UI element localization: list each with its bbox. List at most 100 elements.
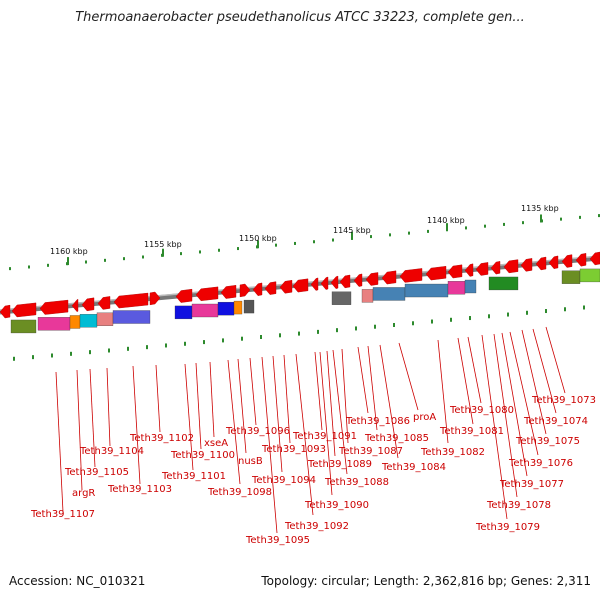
gene-label: Teth39_1080: [449, 405, 514, 416]
tick-dot: [199, 250, 201, 254]
gc-dot: [507, 312, 509, 317]
gc-dot: [32, 355, 34, 360]
tick-dot: [275, 243, 277, 247]
gene-label: nusB: [238, 456, 263, 467]
gene-label: proA: [413, 412, 436, 423]
kbp-label: 1135 kbp: [521, 204, 559, 213]
label-line: [501, 332, 528, 477]
gene-label: Teth39_1089: [307, 459, 372, 470]
gene-arrow: [490, 261, 501, 275]
feature-block: [233, 300, 243, 315]
tick-dot: [85, 260, 87, 264]
gene-arrow: [0, 304, 11, 319]
tick-dot: [123, 257, 125, 261]
feature-block: [79, 314, 98, 328]
feature-block: [217, 301, 235, 316]
tick-dot: [332, 238, 334, 242]
gene-label: Teth39_1082: [420, 447, 485, 458]
label-line: [532, 328, 557, 414]
gene-arrow: [292, 278, 309, 293]
gene-label: Teth39_1076: [508, 458, 573, 469]
major-tick: [257, 240, 259, 249]
gene-label: Teth39_1095: [245, 535, 310, 546]
tick-dot: [104, 258, 106, 262]
gene-arrow: [447, 264, 463, 279]
label-line: [314, 351, 323, 431]
label-line: [398, 342, 419, 411]
feature-block: [37, 317, 71, 331]
feature-block: [447, 281, 466, 295]
feature-block: [404, 283, 449, 298]
gene-arrow: [475, 262, 489, 276]
kbp-label: 1155 kbp: [144, 240, 182, 249]
gc-dot: [564, 307, 566, 312]
gene-arrow: [81, 297, 95, 312]
label-line: [326, 350, 336, 457]
gc-dot: [108, 348, 110, 353]
tick-track: [9, 214, 600, 271]
feature-block: [464, 279, 477, 294]
tick-dot: [427, 229, 429, 233]
label-line: [55, 371, 64, 513]
label-line: [195, 362, 202, 450]
gene-arrow: [264, 281, 277, 295]
gc-dot: [241, 336, 243, 341]
tick-dot: [389, 233, 391, 237]
major-tick: [162, 248, 164, 257]
gc-dot: [469, 316, 471, 321]
gene-label: Teth39_1092: [284, 521, 349, 532]
gene-label: Teth39_1103: [107, 484, 172, 495]
tick-dot: [313, 240, 315, 244]
gene-arrow: [220, 285, 237, 299]
gc-dot: [336, 328, 338, 333]
major-tick: [446, 223, 448, 232]
gene-arrow: [195, 286, 219, 302]
gene-label: Teth39_1073: [531, 395, 596, 406]
feature-block: [191, 303, 219, 318]
gene-arrow: [97, 296, 111, 310]
map-title: Thermoanaerobacter pseudethanolicus ATCC…: [75, 10, 525, 25]
gene-arrow: [503, 259, 519, 274]
gene-arrow: [339, 274, 351, 289]
label-line: [467, 336, 482, 404]
gc-dot: [412, 321, 414, 326]
gene-arrow: [252, 282, 263, 296]
major-tick: [67, 257, 69, 266]
gene-arrow: [279, 279, 293, 294]
gc-dot: [355, 326, 357, 331]
label-line: [249, 357, 257, 426]
gene-arrow: [425, 266, 447, 281]
label-line: [237, 358, 247, 454]
gc-dot: [431, 319, 433, 324]
feature-block: [361, 289, 374, 303]
gc-dot: [488, 314, 490, 319]
tick-dot: [465, 226, 467, 230]
accession-text: Accession: NC_010321: [9, 574, 146, 588]
feature-block: [174, 305, 193, 320]
gc-dot: [184, 341, 186, 346]
gc-dot: [70, 351, 72, 356]
label-line: [184, 363, 194, 471]
label-line: [155, 364, 161, 433]
label-line: [132, 365, 141, 485]
gc-dot: [146, 345, 148, 350]
tick-dot: [579, 215, 581, 219]
feature-block: [561, 270, 581, 284]
gc-dot: [374, 324, 376, 329]
gene-label: Teth39_1085: [364, 433, 429, 444]
feature-block: [488, 276, 519, 291]
tick-dot: [370, 235, 372, 239]
gene-label: Teth39_1102: [129, 433, 194, 444]
gene-label: argR: [72, 488, 95, 499]
tick-dot: [294, 241, 296, 245]
gene-label: Teth39_1088: [324, 477, 389, 488]
tick-dot: [484, 224, 486, 228]
gene-arrow: [381, 270, 397, 285]
tick-dot: [180, 252, 182, 256]
tick-dot: [598, 214, 600, 218]
label-line: [272, 355, 283, 473]
gene-label: Teth39_1104: [79, 446, 144, 457]
tick-dot: [28, 265, 30, 269]
label-line: [379, 344, 399, 459]
